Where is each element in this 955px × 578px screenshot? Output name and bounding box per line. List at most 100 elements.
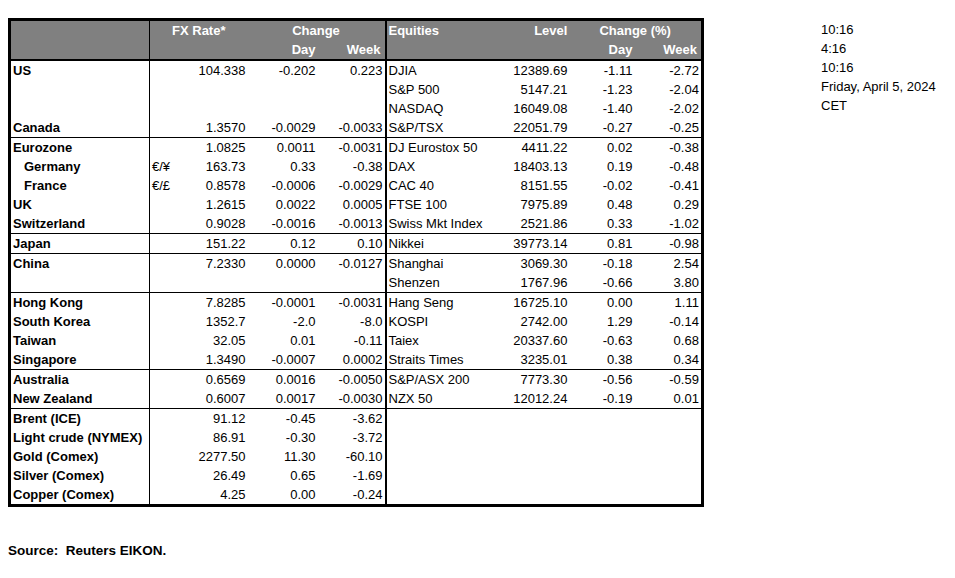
table-row: Light crude (NYMEX)86.91-0.30-3.72 [10,428,703,447]
fx-change-day-cell: -0.0001 [250,293,320,313]
fx-change-week-cell: -0.0030 [320,389,386,409]
equity-change-day-cell: 0.00 [571,293,636,313]
fx-change-day-cell: -0.30 [250,428,320,447]
equity-change-day-cell: 0.48 [571,195,636,214]
row-label-cell: UK [10,195,150,214]
row-label-cell: Taiwan [10,331,150,350]
fx-rate-cell [184,80,250,99]
row-label-cell: Gold (Comex) [10,447,150,466]
fx-change-day-cell: 11.30 [250,447,320,466]
fx-change-day-cell: -0.0016 [250,214,320,234]
equity-name-cell: DJ Eurostox 50 [386,138,487,158]
fx-change-week-cell: 0.10 [320,234,386,254]
equity-change-week-cell: 2.54 [636,254,702,274]
equity-change-week-cell: -2.72 [636,60,702,80]
equity-change-week-cell: 0.34 [636,350,702,370]
equity-name-cell: DAX [386,157,487,176]
row-label-cell: Silver (Comex) [10,466,150,485]
currency-pair-cell [150,370,184,390]
empty-header-cell [386,40,487,60]
equity-name-cell: Nikkei [386,234,487,254]
table-row: Taiwan32.050.01-0.11Taiex20337.60-0.630.… [10,331,703,350]
fx-change-day-cell: 0.0000 [250,254,320,274]
fx-change-week-cell: -0.0050 [320,370,386,390]
fx-change-week-cell: -0.0013 [320,214,386,234]
equity-level-cell [486,466,571,485]
equity-level-cell: 18403.13 [486,157,571,176]
fx-change-day-cell: 0.65 [250,466,320,485]
fx-change-week-cell: -0.11 [320,331,386,350]
equity-level-cell: 7975.89 [486,195,571,214]
equity-name-cell: Shanghai [386,254,487,274]
fx-change-week-cell [320,273,386,293]
equity-level-cell: 1767.96 [486,273,571,293]
fx-change-week-cell: 0.0002 [320,350,386,370]
equity-name-cell: DJIA [386,60,487,80]
header-row-2: Day Week Day Week [10,40,703,60]
table-row: Germany€/¥163.730.33-0.38DAX18403.130.19… [10,157,703,176]
currency-pair-cell [150,80,184,99]
fx-change-week-cell: -1.69 [320,466,386,485]
row-label-cell: New Zealand [10,389,150,409]
row-label-cell: China [10,254,150,274]
currency-pair-cell [150,447,184,466]
equity-level-cell: 3235.01 [486,350,571,370]
fx-rate-cell: 1.3490 [184,350,250,370]
equity-name-cell [386,409,487,429]
source-line: Source: Reuters EIKON. [8,541,698,560]
row-label-cell: Hong Kong [10,293,150,313]
equity-name-cell: S&P/TSX [386,118,487,138]
table-row: Switzerland0.9028-0.0016-0.0013Swiss Mkt… [10,214,703,234]
equity-level-cell [486,428,571,447]
equity-level-cell: 22051.79 [486,118,571,138]
empty-header-cell [150,40,184,60]
equity-name-cell: KOSPI [386,312,487,331]
currency-pair-cell [150,60,184,80]
equity-change-week-cell: -0.48 [636,157,702,176]
row-label-cell: Australia [10,370,150,390]
equity-change-week-cell [636,428,702,447]
fx-rate-cell: 7.2330 [184,254,250,274]
market-rows: US104.338-0.2020.223DJIA12389.69-1.11-2.… [10,60,703,506]
equity-level-cell: 12012.24 [486,389,571,409]
currency-pair-cell [150,254,184,274]
equity-change-week-cell: 0.68 [636,331,702,350]
currency-pair-cell [150,466,184,485]
row-label-cell: Japan [10,234,150,254]
equity-name-cell: Taiex [386,331,487,350]
equity-change-day-cell: 0.38 [571,350,636,370]
row-label-cell: Brent (ICE) [10,409,150,429]
equity-name-cell [386,428,487,447]
currency-pair-cell [150,214,184,234]
market-data-table: FX Rate* Change Equities Level Change (%… [8,18,704,507]
table-row: South Korea1352.7-2.0-8.0KOSPI2742.001.2… [10,312,703,331]
equity-change-week-cell [636,447,702,466]
currency-pair-cell [150,331,184,350]
fx-change-day-cell [250,273,320,293]
table-row: China7.23300.0000-0.0127Shanghai3069.30-… [10,254,703,274]
fx-change-day-cell [250,80,320,99]
table-row: Australia0.65690.0016-0.0050S&P/ASX 2007… [10,370,703,390]
currency-pair-cell [150,99,184,118]
equity-change-day-cell: -1.11 [571,60,636,80]
equity-level-cell [486,409,571,429]
equity-change-day-cell: -0.27 [571,118,636,138]
table-row: S&P 5005147.21-1.23-2.04 [10,80,703,99]
fx-rate-cell: 1.2615 [184,195,250,214]
equity-change-week-cell: -0.14 [636,312,702,331]
table-row: Silver (Comex)26.490.65-1.69 [10,466,703,485]
row-label-cell: Switzerland [10,214,150,234]
equity-level-cell: 12389.69 [486,60,571,80]
equity-level-cell: 2521.86 [486,214,571,234]
equity-change-week-cell [636,409,702,429]
timestamp-line: 10:16 [821,58,936,77]
equity-level-cell: 16725.10 [486,293,571,313]
equity-change-day-cell: 1.29 [571,312,636,331]
equity-change-week-cell [636,466,702,485]
row-label-cell: Canada [10,118,150,138]
equity-change-pct-header: Change (%) [571,20,702,41]
fx-change-day-cell: 0.0022 [250,195,320,214]
currency-pair-cell [150,428,184,447]
currency-pair-cell [150,409,184,429]
equity-change-day-cell: 0.02 [571,138,636,158]
